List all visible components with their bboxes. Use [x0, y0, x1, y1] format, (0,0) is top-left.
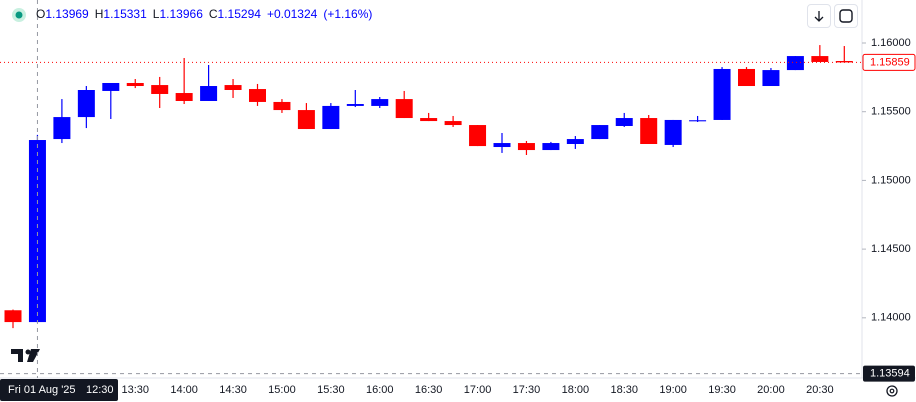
legend-label: C — [208, 7, 218, 21]
x-tick-label: 20:30 — [806, 384, 834, 396]
crosshair-price-box — [863, 365, 915, 382]
candle-body — [322, 105, 340, 130]
x-tick-label: 13:30 — [121, 384, 149, 396]
legend-change: +0.01324 — [266, 7, 318, 21]
candle-body — [151, 85, 169, 94]
legend-item: O1.13969 — [36, 7, 89, 21]
fullscreen-button[interactable] — [834, 4, 858, 28]
candle-body — [786, 56, 804, 71]
tv-logo — [11, 349, 40, 362]
scroll-button[interactable] — [807, 4, 831, 28]
candle-body — [126, 82, 144, 87]
candle-body — [444, 121, 462, 126]
legend-value: 1.13966 — [159, 7, 203, 21]
candle-body — [346, 104, 364, 106]
candle-body — [591, 125, 609, 140]
y-tick-label: 1.16000 — [871, 37, 911, 49]
crosshair-time-label: 12:30 — [86, 384, 114, 396]
x-tick-label: 20:00 — [757, 384, 785, 396]
x-tick-label: 14:30 — [219, 384, 247, 396]
status-dot — [15, 11, 23, 19]
candle-body — [297, 110, 315, 130]
candle-body — [395, 99, 413, 119]
candle-body — [811, 56, 829, 62]
y-tick-label: 1.15500 — [871, 106, 911, 118]
candle-body — [420, 118, 438, 122]
legend-label: L — [152, 7, 160, 21]
last-price-box — [862, 53, 916, 71]
candle-body — [371, 99, 389, 106]
legend-item: L1.13966 — [153, 7, 203, 21]
crosshair-price-label: 1.13594 — [870, 368, 910, 380]
y-tick-label: 1.14000 — [871, 312, 911, 324]
candle-body — [664, 119, 682, 145]
x-tick-label: 15:30 — [317, 384, 345, 396]
candle-body — [53, 117, 71, 140]
x-tick-label: 19:00 — [659, 384, 687, 396]
candle-body — [493, 143, 511, 148]
legend-label: O — [36, 7, 46, 21]
x-tick-label: 16:30 — [415, 384, 443, 396]
candle-body — [273, 101, 291, 111]
x-tick-label: 18:00 — [562, 384, 590, 396]
candle-body — [175, 93, 193, 101]
x-tick-label: 19:30 — [708, 384, 736, 396]
y-tick-label: 1.14500 — [871, 243, 911, 255]
x-tick-label: 14:00 — [170, 384, 198, 396]
candle-body — [738, 68, 755, 87]
crosshair-date-label: Fri 01 Aug '25 — [8, 384, 76, 396]
candle-body — [102, 82, 120, 91]
candle-body — [615, 118, 633, 126]
candle-body — [517, 143, 535, 151]
legend-value: 1.15331 — [103, 7, 147, 21]
last-price-label: 1.15859 — [870, 56, 910, 68]
y-tick-label: 1.15000 — [871, 174, 911, 186]
legend-value: 1.15294 — [217, 7, 261, 21]
candle-body — [224, 85, 242, 90]
candle-body — [542, 143, 560, 151]
candle-body — [77, 90, 95, 118]
candle-body — [469, 125, 487, 147]
legend-item: C1.15294 — [209, 7, 261, 21]
x-tick-label: 17:30 — [513, 384, 541, 396]
candle-body — [566, 139, 584, 144]
legend-label: H — [94, 7, 104, 21]
candle-body — [713, 68, 731, 120]
arrow-icon — [814, 11, 824, 22]
settings-icon[interactable] — [886, 385, 898, 397]
x-tick-label: 15:00 — [268, 384, 296, 396]
candle-body — [4, 310, 22, 323]
legend-item: H1.15331 — [95, 7, 147, 21]
crosshair-time-box — [0, 379, 118, 401]
legend-value: 1.13969 — [45, 7, 89, 21]
candle-body — [249, 89, 266, 102]
fullscreen-icon — [839, 9, 853, 23]
x-tick-label: 18:30 — [610, 384, 638, 396]
candle-body — [28, 140, 46, 323]
legend-change-pct: (+1.16%) — [323, 7, 373, 21]
candle-body — [640, 118, 658, 144]
candle-body — [689, 120, 707, 122]
candle-body — [762, 70, 780, 87]
ohlc-legend: O1.13969 H1.15331 L1.13966 C1.15294 +0.01324… — [36, 7, 372, 21]
candle-body — [200, 86, 218, 101]
x-tick-label: 16:00 — [366, 384, 394, 396]
x-tick-label: 17:00 — [464, 384, 492, 396]
candle-body — [835, 61, 853, 63]
